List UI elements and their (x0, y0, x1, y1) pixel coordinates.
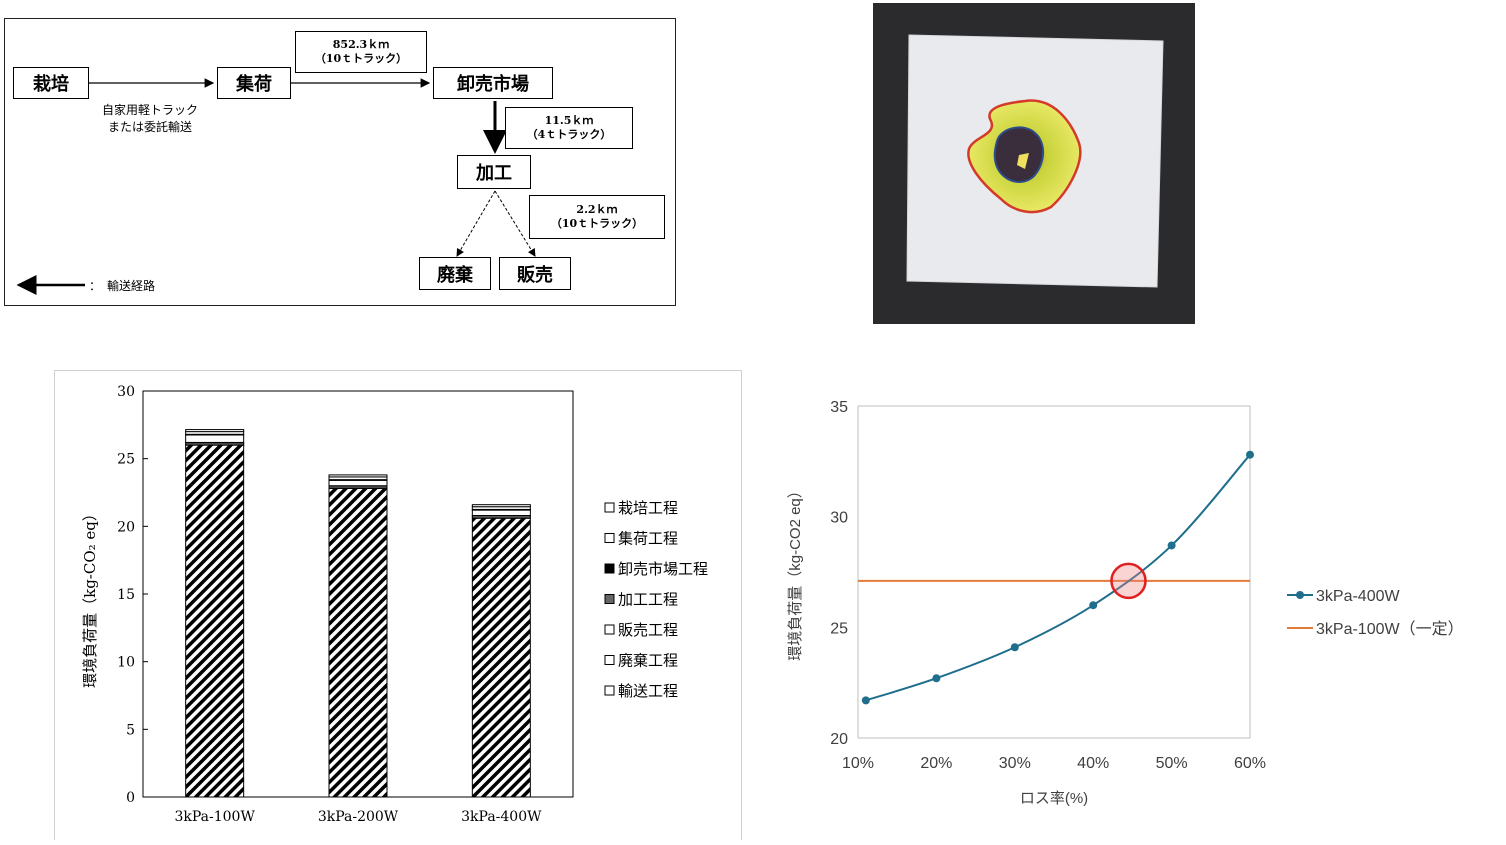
bar-ytick-label: 20 (117, 519, 135, 535)
bar-ytick-label: 30 (117, 384, 135, 400)
bar-category-label: 3kPa-100W (174, 809, 255, 825)
bar-ytick-label: 25 (117, 452, 135, 468)
note-route3-distance: 2.2ｋｍ (576, 203, 618, 216)
bar-ytick-label: 10 (117, 655, 135, 671)
line-chart: 20 25 30 35 10% 20% 30% 40% 50% 60% 3kPa-400W 3kPa… (760, 380, 1500, 820)
stacked-bar-chart: 0 5 10 15 20 25 30 3kPa-100W 3kPa-200W 3kPa-400W … (54, 370, 742, 840)
line-xtick-label: 40% (1077, 755, 1109, 772)
intersection-highlight (1110, 562, 1147, 600)
bar-legend-label: 集荷工程 (618, 531, 678, 548)
line-ylabel: 環境負荷量（kg-CO2 eq） (786, 483, 804, 661)
line-legend-label: 3kPa-400W (1316, 588, 1400, 605)
line-ytick-label: 35 (830, 399, 848, 416)
line-plot-frame (857, 405, 1251, 739)
bar-legend-swatch (604, 685, 615, 696)
bar-segment (471, 509, 531, 517)
line-xtick-label: 50% (1156, 755, 1188, 772)
node-processing: 加工 (457, 155, 531, 189)
bar-legend-label: 輸送工程 (618, 683, 678, 700)
bar-legend-swatch (604, 594, 615, 604)
bar-category-label: 3kPa-400W (461, 809, 542, 825)
bar-ytick-label: 5 (126, 722, 135, 738)
note-route3-vehicle: （10ｔトラック） (550, 217, 644, 230)
bar-segment (328, 479, 388, 487)
series-point (1010, 643, 1019, 652)
note-route2-vehicle: （4ｔトラック） (526, 128, 612, 141)
bar-legend-swatch (604, 655, 615, 665)
line-ytick-label: 20 (830, 731, 848, 748)
bar-segment (328, 487, 388, 798)
node-cultivation: 栽培 (13, 67, 89, 99)
series-point (861, 696, 870, 705)
transport-flow-diagram: 栽培 集荷 卸売市場 加工 廃棄 販売 852.3ｋｍ （10ｔトラック） 11… (4, 18, 676, 306)
bar-ytick-label: 0 (126, 790, 135, 806)
bar-segment (185, 429, 245, 433)
series-point (1089, 601, 1098, 610)
bar-segment (471, 517, 531, 798)
bar-legend-label: 販売工程 (618, 622, 678, 639)
own-truck-line1: 自家用軽トラック (101, 103, 198, 117)
sample-photo (873, 3, 1195, 324)
line-marks (858, 450, 1254, 705)
series-line (865, 454, 1251, 702)
bar-category-label: 3kPa-200W (318, 809, 399, 825)
node-disposal: 廃棄 (419, 257, 491, 290)
line-xtick-label: 10% (842, 755, 874, 772)
bar-legend-swatch (604, 624, 615, 635)
bar-legend-label: 栽培工程 (618, 500, 678, 517)
node-wholesale: 卸売市場 (433, 67, 553, 99)
stain-highlight (1017, 153, 1029, 169)
sample-photo-drawing (906, 34, 1164, 288)
line-legend: 3kPa-400W 3kPa-100W（一定） (1287, 588, 1464, 638)
series-point (932, 674, 941, 683)
note-route1-distance: 852.3ｋｍ (332, 38, 390, 51)
series-point (1167, 541, 1176, 550)
series-point (1246, 450, 1254, 459)
stain-core (993, 126, 1044, 183)
line-legend-label: 3kPa-100W（一定） (1316, 620, 1464, 638)
own-truck-line2: または委託輸送 (107, 120, 192, 134)
bar-legend-swatch (604, 533, 615, 543)
bar-ylabel: 環境負荷量（kg-CO₂ eq） (81, 506, 99, 688)
arrow-processing-sales (494, 190, 536, 257)
arrow-processing-disposal (456, 190, 496, 257)
bar-segment (185, 434, 245, 443)
line-xtick-label: 20% (920, 755, 952, 772)
legend-route-label: ： 輸送経路 (89, 279, 156, 293)
bar-legend-label: 卸売市場工程 (618, 561, 708, 578)
line-xtick-label: 60% (1234, 755, 1266, 772)
node-sales: 販売 (499, 257, 571, 290)
note-route1: 852.3ｋｍ （10ｔトラック） (295, 31, 427, 73)
line-xlabel: ロス率(%) (1020, 790, 1088, 807)
bar-legend-swatch (604, 502, 615, 513)
line-ytick-label: 30 (830, 510, 848, 527)
note-route3: 2.2ｋｍ （10ｔトラック） (529, 195, 665, 239)
bar-segment (471, 504, 531, 508)
flow-arrows (16, 78, 536, 295)
bar-legend-label: 廃棄工程 (618, 652, 678, 670)
bar-legend-swatch (604, 563, 615, 574)
bar-ytick-label: 15 (117, 587, 135, 603)
line-axes: 20 25 30 35 10% 20% 30% 40% 50% 60% (830, 399, 1266, 772)
note-route2: 11.5ｋｍ （4ｔトラック） (505, 107, 633, 149)
bar-legend-label: 加工工程 (618, 592, 678, 609)
line-ytick-label: 25 (830, 620, 848, 637)
note-route1-vehicle: （10ｔトラック） (314, 52, 408, 65)
line-xtick-label: 30% (999, 755, 1031, 772)
own-truck-label: 自家用軽トラック または委託輸送 (85, 101, 215, 135)
bar-segment (185, 444, 245, 798)
note-route2-distance: 11.5ｋｍ (544, 114, 594, 127)
bar-segment (328, 474, 388, 478)
line-legend-marker (1296, 591, 1304, 599)
bar-marks (185, 429, 531, 798)
node-collection: 集荷 (217, 67, 291, 99)
